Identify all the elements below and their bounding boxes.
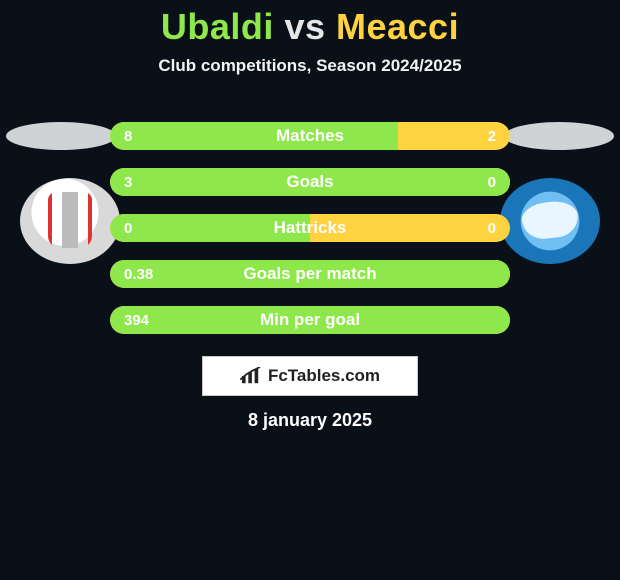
stat-bar: 82Matches <box>110 122 510 150</box>
player2-badge-disc <box>504 122 614 150</box>
stat-bar: 00Hattricks <box>110 214 510 242</box>
player1-name: Ubaldi <box>161 6 274 47</box>
brand-text: FcTables.com <box>268 366 380 386</box>
vs-label: vs <box>284 6 325 47</box>
player2-name: Meacci <box>336 6 459 47</box>
stat-bar: 30Goals <box>110 168 510 196</box>
stat-label: Goals <box>110 168 510 196</box>
subtitle: Club competitions, Season 2024/2025 <box>0 56 620 76</box>
player2-club-crest <box>500 178 600 264</box>
bar-chart-icon <box>240 367 262 385</box>
brand-banner: FcTables.com <box>202 356 418 396</box>
stat-bar: 394Min per goal <box>110 306 510 334</box>
player1-club-crest <box>20 178 120 264</box>
stat-label: Min per goal <box>110 306 510 334</box>
player1-badge-disc <box>6 122 116 150</box>
stat-bars: 82Matches 30Goals 00Hattricks 0.38Goals per… <box>110 122 510 334</box>
stat-label: Goals per match <box>110 260 510 288</box>
date-label: 8 january 2025 <box>0 410 620 431</box>
stat-label: Matches <box>110 122 510 150</box>
stat-label: Hattricks <box>110 214 510 242</box>
stat-bar: 0.38Goals per match <box>110 260 510 288</box>
comparison-title: Ubaldi vs Meacci <box>0 0 620 48</box>
